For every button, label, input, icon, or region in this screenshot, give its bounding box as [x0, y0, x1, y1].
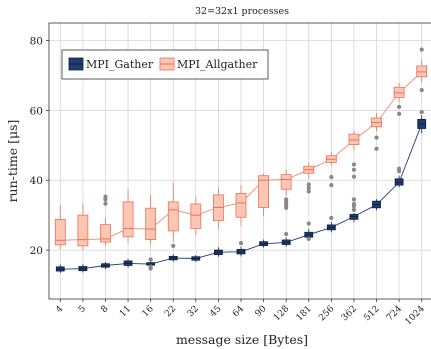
outlier-allgather-181-0 — [306, 189, 311, 194]
box-allgather-11 — [122, 201, 134, 238]
outlier-gather-362-0 — [351, 207, 357, 213]
legend: MPI_Gather MPI_Allgather — [61, 49, 269, 80]
x-tick-label-11: 11 — [118, 304, 133, 319]
x-tick-label-512: 512 — [362, 304, 381, 323]
chart-title: 32=32x1 processes — [195, 6, 289, 17]
x-tick-label-32: 32 — [186, 304, 201, 319]
x-tick-label-45: 45 — [208, 304, 223, 319]
box-allgather-64 — [235, 193, 247, 218]
outlier-allgather-724-1 — [397, 104, 402, 109]
x-tick-label-256: 256 — [317, 304, 336, 323]
x-tick-label-16: 16 — [141, 304, 156, 319]
box-allgather-16 — [145, 207, 157, 241]
x-tick-label-362: 362 — [340, 304, 359, 323]
outlier-allgather-512-0 — [374, 146, 379, 151]
x-tick-label-64: 64 — [231, 304, 246, 319]
outlier-gather-64-0 — [238, 241, 244, 246]
box-allgather-90 — [258, 175, 269, 208]
x-tick-label-8: 8 — [99, 304, 110, 315]
outlier-gather-724-1 — [397, 166, 402, 171]
y-axis-label: run-time [μs] — [5, 120, 20, 203]
outlier-gather-181-1 — [306, 221, 311, 226]
outlier-gather-181-0 — [306, 236, 311, 242]
outlier-allgather-128-3 — [284, 197, 289, 202]
outlier-allgather-181-1 — [306, 185, 311, 191]
outlier-allgather-256-1 — [329, 174, 334, 180]
outlier-gather-256-0 — [329, 215, 334, 221]
boxes — [54, 59, 428, 274]
x-axis-label: message size [Bytes] — [176, 332, 308, 347]
x-tick-label-4: 4 — [54, 304, 65, 315]
outlier-gather-128-0 — [284, 231, 289, 237]
legend-label-gather: MPI_Gather — [86, 58, 154, 71]
x-tick-label-90: 90 — [254, 304, 269, 319]
y-ticks: 20 40 60 80 — [30, 35, 49, 257]
outlier-allgather-8-2 — [103, 194, 108, 199]
outlier-gather-362-3 — [351, 197, 357, 202]
outlier-allgather-8-0 — [103, 201, 108, 206]
outlier-gather-22-0 — [171, 243, 176, 248]
outlier-allgather-362-1 — [351, 167, 357, 172]
outlier-gather-16-2 — [148, 257, 153, 262]
x-tick-label-181: 181 — [295, 304, 314, 323]
x-tick-label-22: 22 — [163, 304, 178, 319]
box-allgather-5 — [77, 214, 89, 247]
y-tick-label-20: 20 — [30, 245, 43, 257]
outlier-allgather-362-2 — [351, 162, 357, 167]
x-tick-label-5: 5 — [77, 304, 88, 315]
box-allgather-724 — [393, 86, 405, 98]
outlier-allgather-1024-1 — [419, 47, 424, 52]
x-tick-label-128: 128 — [272, 304, 291, 323]
x-tick-label-1024: 1024 — [404, 304, 427, 327]
outliers — [103, 47, 424, 271]
x-tick-label-724: 724 — [385, 304, 404, 323]
outlier-allgather-1024-0 — [419, 87, 424, 93]
outlier-allgather-724-0 — [397, 111, 402, 116]
box-allgather-8 — [100, 224, 111, 243]
box-allgather-1024 — [416, 65, 428, 78]
outlier-allgather-181-2 — [306, 182, 311, 187]
box-allgather-362 — [348, 133, 360, 145]
x-ticks: 4 5 8 11 16 22 32 45 64 90 128 181 256 362 512 724 1024 — [54, 299, 427, 327]
box-allgather-128 — [280, 174, 292, 190]
outlier-allgather-362-0 — [351, 174, 357, 179]
outlier-gather-1024-0 — [419, 109, 424, 115]
box-allgather-32 — [190, 203, 202, 229]
outlier-gather-16-1 — [148, 264, 153, 269]
box-allgather-4 — [54, 218, 66, 246]
box-allgather-22 — [167, 201, 179, 232]
y-tick-label-40: 40 — [30, 175, 43, 187]
legend-label-allgather: MPI_Allgather — [177, 58, 258, 71]
outlier-allgather-256-0 — [329, 183, 334, 188]
y-tick-label-80: 80 — [30, 35, 43, 47]
y-tick-label-60: 60 — [30, 105, 43, 117]
outlier-gather-362-2 — [351, 201, 357, 207]
outlier-allgather-512-1 — [374, 135, 379, 140]
